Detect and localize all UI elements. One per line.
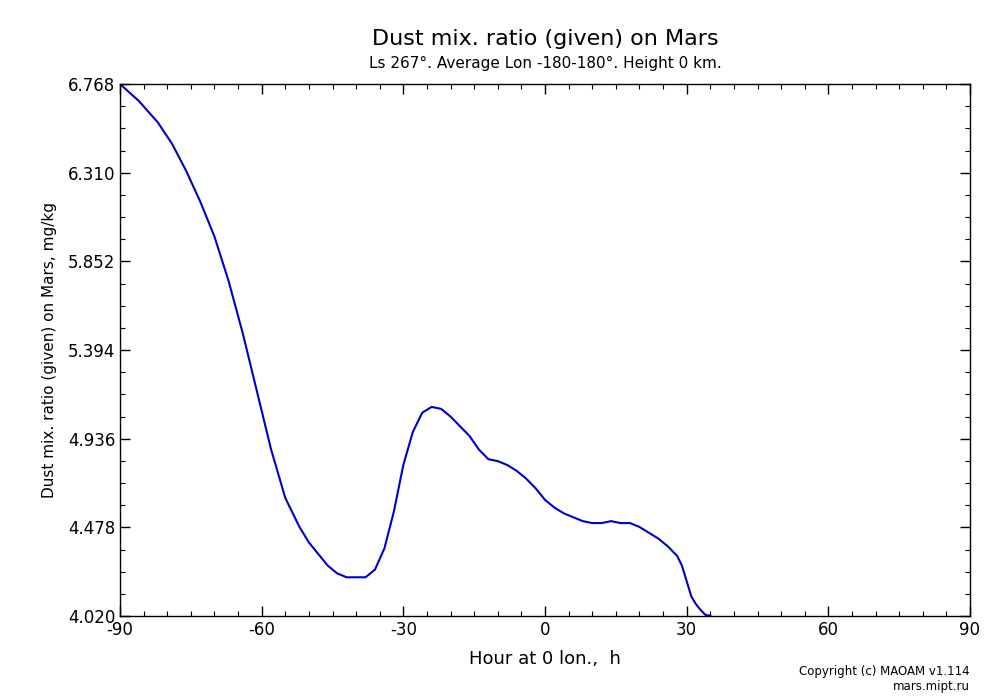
X-axis label: Hour at 0 lon.,  h: Hour at 0 lon., h	[469, 650, 621, 668]
Text: Ls 267°. Average Lon -180-180°. Height 0 km.: Ls 267°. Average Lon -180-180°. Height 0…	[369, 56, 721, 71]
Title: Dust mix. ratio (given) on Mars: Dust mix. ratio (given) on Mars	[372, 29, 718, 49]
Y-axis label: Dust mix. ratio (given) on Mars, mg/kg: Dust mix. ratio (given) on Mars, mg/kg	[42, 202, 57, 498]
Text: Copyright (c) MAOAM v1.114
mars.mipt.ru: Copyright (c) MAOAM v1.114 mars.mipt.ru	[799, 665, 970, 693]
